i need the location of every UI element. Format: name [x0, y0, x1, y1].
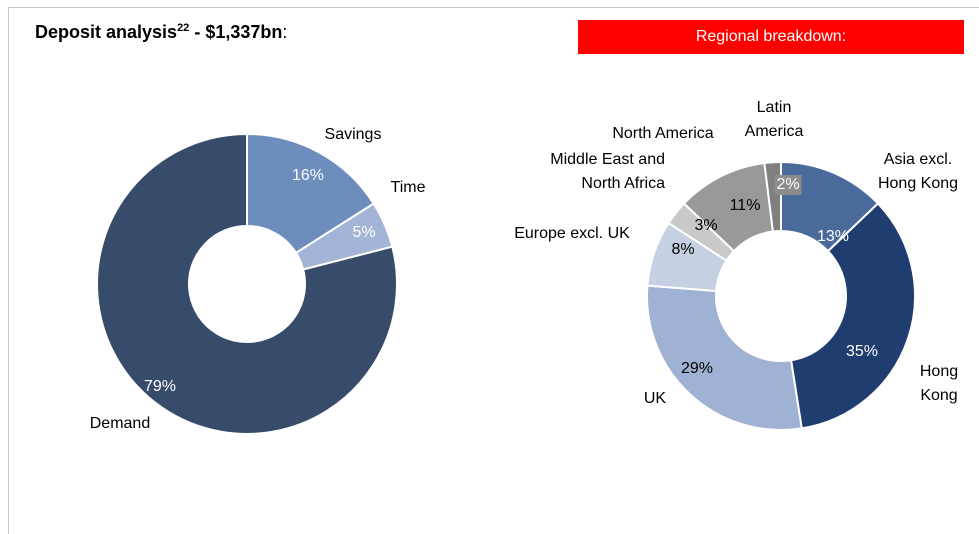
frame-line — [8, 7, 9, 534]
value-label: 35% — [845, 343, 879, 360]
slice-name: Latin America — [744, 99, 804, 140]
donut-slice — [96, 132, 398, 435]
banner-text: Regional breakdown: — [695, 28, 847, 45]
slice-name: Time — [390, 179, 426, 196]
slice-name: North America — [612, 125, 714, 142]
slice-name: UK — [643, 390, 667, 407]
value-label: 16% — [291, 167, 325, 184]
slice-name: Hong Kong — [919, 363, 959, 404]
title-amount: - $1,337bn — [194, 22, 283, 42]
slice-name: Demand — [89, 415, 151, 432]
footnote-ref: 22 — [177, 22, 190, 34]
title-text: Deposit analysis — [35, 22, 178, 42]
value-label: 2% — [774, 175, 802, 195]
value-label: 29% — [680, 360, 714, 377]
value-label: 79% — [143, 378, 177, 395]
donut-slice — [646, 284, 803, 431]
slice-name: Asia excl. Hong Kong — [877, 151, 959, 192]
value-label: 11% — [729, 197, 761, 214]
slide-title: Deposit analysis22 - $1,337bn: — [35, 22, 287, 43]
donut-slice — [789, 202, 916, 430]
slice-name: Europe excl. UK — [514, 225, 630, 242]
title-punct: : — [282, 22, 288, 42]
value-label: 5% — [352, 224, 376, 241]
value-label: 13% — [816, 228, 850, 245]
section-banner: Regional breakdown: — [578, 20, 964, 54]
value-label: 8% — [671, 241, 695, 258]
frame-line — [8, 7, 979, 8]
slice-name: Middle East and North Africa — [550, 151, 665, 192]
slice-name: Savings — [324, 126, 382, 143]
value-label: 3% — [694, 217, 718, 234]
